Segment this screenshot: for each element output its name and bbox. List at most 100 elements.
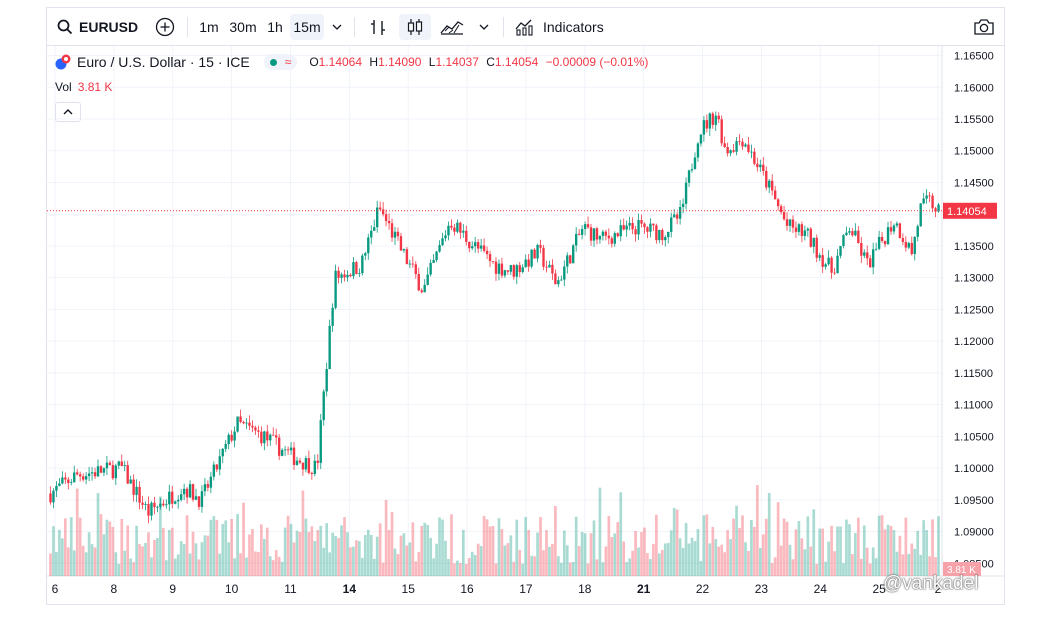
volume-bar — [494, 563, 498, 576]
candle-body — [450, 225, 453, 228]
candle-body — [248, 422, 251, 426]
volume-bar — [372, 558, 376, 576]
y-tick-label: 1.10000 — [954, 463, 994, 475]
candle-body — [509, 265, 513, 272]
interval-15m[interactable]: 15m — [290, 14, 324, 40]
interval-1h[interactable]: 1h — [262, 14, 288, 40]
volume-bar — [58, 529, 61, 576]
candle-body — [693, 157, 697, 170]
indicators-button[interactable]: Indicators — [511, 14, 615, 40]
candle-body — [61, 477, 64, 484]
symbol-search[interactable]: EURUSD — [53, 14, 138, 40]
symbol-title: Euro / U.S. Dollar · 15 · ICE — [77, 54, 250, 70]
x-tick-label: 11 — [284, 582, 297, 596]
volume-bar — [598, 487, 602, 576]
candle-body — [756, 163, 759, 168]
candle-body — [827, 257, 830, 265]
volume-bar — [503, 545, 507, 576]
candle-body — [334, 270, 337, 308]
candle-body — [616, 233, 619, 237]
market-status-badge[interactable]: ≈ — [263, 54, 298, 70]
volume-bar — [150, 557, 153, 576]
candle-body — [771, 180, 774, 191]
candle-body — [479, 245, 483, 249]
volume-bar — [292, 542, 296, 576]
candle-body — [221, 448, 224, 457]
volume-bar — [551, 543, 554, 576]
candle-body — [301, 462, 305, 470]
volume-bar — [476, 543, 480, 576]
candle-body — [361, 255, 364, 274]
candle-body — [580, 228, 584, 235]
volume-bar — [854, 533, 857, 576]
candle-body — [583, 224, 587, 229]
candle-body — [726, 146, 729, 154]
y-tick-label: 1.11500 — [954, 368, 993, 380]
candles-button[interactable] — [399, 14, 431, 40]
candle-body — [218, 456, 221, 470]
volume-bar — [295, 530, 299, 576]
volume-bar — [607, 516, 611, 576]
volume-bar — [215, 519, 219, 576]
volume-bar — [328, 552, 332, 576]
toolbar-divider — [354, 17, 355, 37]
candle-body — [586, 224, 590, 228]
snapshot-button[interactable] — [971, 14, 997, 40]
volume-bar — [803, 549, 807, 576]
volume-bar — [562, 530, 566, 576]
add-symbol-button[interactable] — [151, 14, 179, 40]
candle-body — [99, 466, 103, 473]
volume-bar — [132, 562, 135, 576]
candle-body — [185, 488, 189, 498]
volume-bar — [539, 517, 542, 576]
volume-bar — [441, 519, 444, 576]
chart-type-dropdown[interactable] — [475, 14, 493, 40]
candle-body — [349, 274, 352, 277]
volume-bar — [271, 560, 275, 576]
volume-bar — [770, 563, 774, 576]
candle-body — [90, 472, 94, 474]
candle-body — [147, 503, 150, 516]
volume-bar — [304, 518, 308, 576]
candle-body — [572, 245, 575, 264]
candle-body — [378, 207, 382, 210]
area-chart-button[interactable] — [437, 14, 467, 40]
candle-body — [328, 325, 331, 370]
candle-body — [797, 224, 801, 232]
interval-label: 30m — [229, 19, 257, 35]
volume-bar — [720, 544, 724, 576]
volume-bar — [848, 524, 851, 576]
volume-bar — [919, 554, 923, 576]
candle-body — [566, 255, 569, 267]
volume-bar — [744, 542, 747, 576]
volume-bar — [147, 532, 150, 576]
candle-body — [619, 225, 622, 237]
interval-dropdown[interactable] — [328, 14, 346, 40]
candle-body — [266, 431, 269, 441]
candle-body — [563, 266, 566, 280]
interval-30m[interactable]: 30m — [227, 14, 259, 40]
candle-body — [678, 206, 682, 219]
volume-bar — [794, 529, 798, 576]
price-chart[interactable]: 1.16500 1.16000 1.15500 1.15000 1.14500 1.140… — [47, 46, 1004, 604]
collapse-legend-button[interactable] — [55, 102, 81, 122]
volume-bar — [396, 554, 400, 576]
candle-body — [87, 473, 91, 477]
candle-body — [613, 233, 616, 244]
candle-body — [729, 150, 732, 154]
volume-bar — [669, 530, 673, 576]
x-tick-label: 9 — [169, 582, 176, 596]
candle-body — [857, 230, 860, 243]
candle-body — [548, 264, 551, 268]
candle-body — [58, 483, 61, 486]
candle-body — [313, 460, 317, 474]
volume-bar — [162, 527, 165, 576]
volume-bar — [473, 554, 477, 576]
area-chart-icon — [440, 19, 464, 35]
candle-body — [292, 447, 296, 465]
interval-1m[interactable]: 1m — [195, 14, 223, 40]
volume-bar — [571, 561, 575, 576]
candle-body — [364, 253, 367, 256]
bar-chart-button[interactable] — [363, 14, 393, 40]
candle-body — [298, 460, 302, 463]
